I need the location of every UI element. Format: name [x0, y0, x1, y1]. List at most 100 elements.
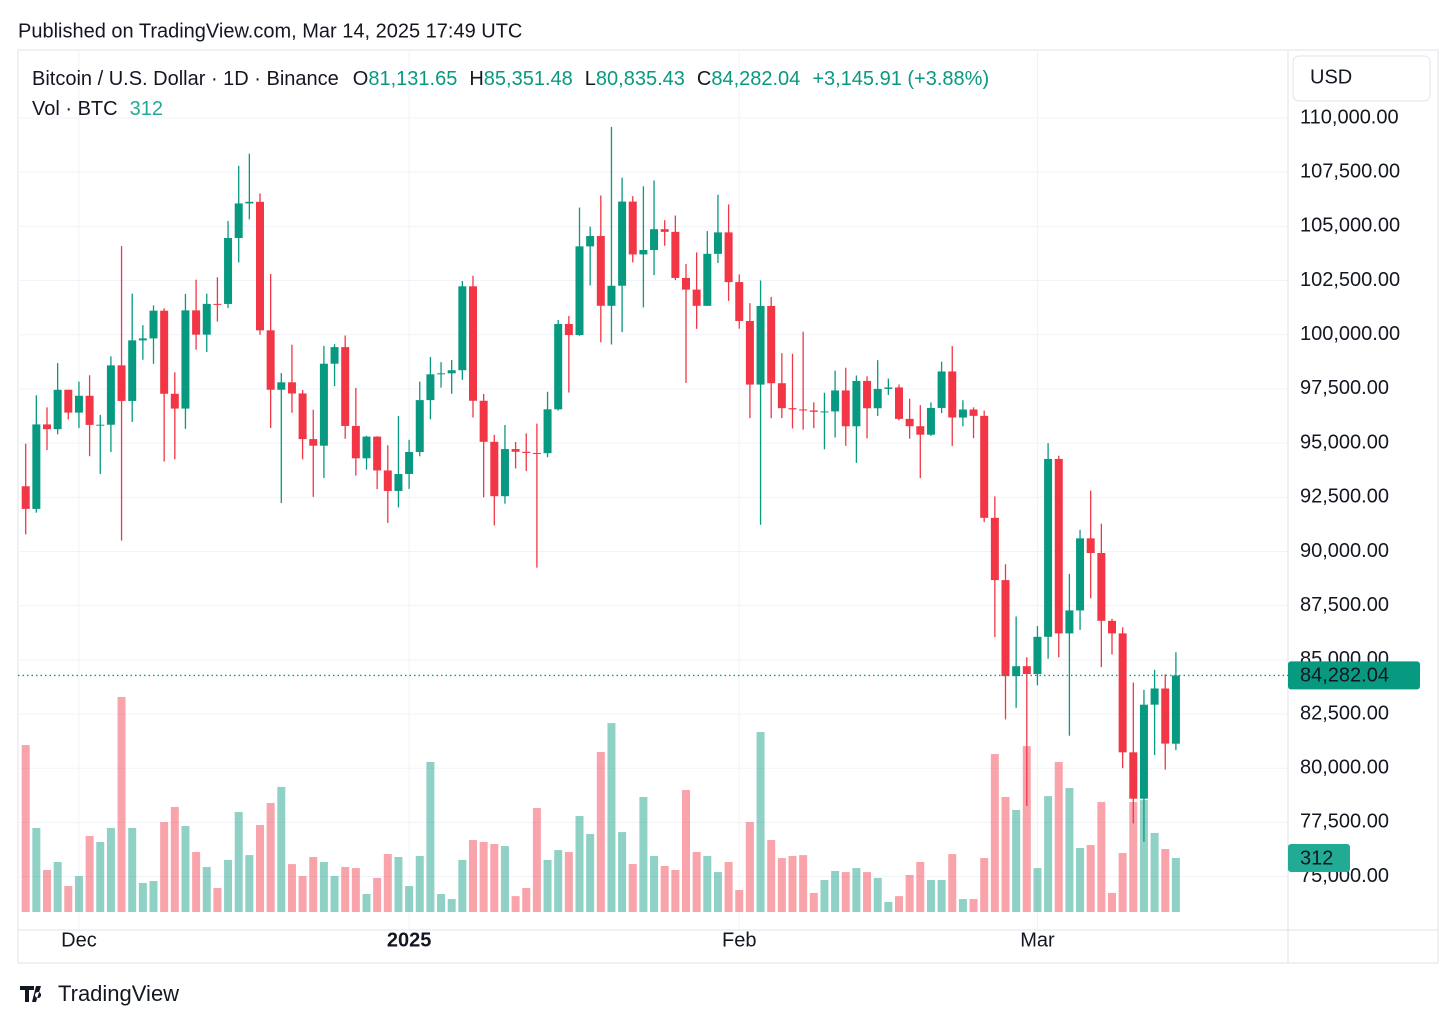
volume-bar: [426, 762, 435, 912]
volume-bar: [564, 851, 573, 912]
candle-body: [756, 305, 765, 385]
volume-bar: [618, 832, 627, 912]
candle-body: [564, 323, 573, 336]
volume-bar: [138, 882, 147, 912]
volume-tag: [1288, 844, 1350, 873]
candle-body: [990, 517, 999, 581]
volume-bar: [873, 877, 882, 912]
volume-bar: [1150, 832, 1159, 912]
last-price-label: 84,282.04: [1300, 665, 1389, 687]
candle-body: [1012, 666, 1021, 677]
volume-bar: [777, 858, 786, 912]
candle-body: [309, 439, 318, 446]
candle-body: [437, 373, 446, 375]
currency[interactable]: USD: [1310, 66, 1352, 88]
volume-bar: [128, 827, 137, 912]
candle-body: [32, 424, 41, 509]
volume-bar: [713, 872, 722, 912]
candle-body: [884, 387, 893, 389]
ohlc-key: C: [697, 68, 711, 90]
candle-body: [1065, 610, 1074, 634]
volume-bar: [85, 836, 94, 912]
volume-bar: [735, 890, 744, 912]
candle-body: [245, 201, 254, 204]
logo-icon: [20, 986, 42, 1002]
volume-bar: [437, 894, 446, 912]
candle-body: [522, 451, 531, 453]
volume-bar: [660, 865, 669, 912]
volume-bar: [937, 879, 946, 912]
currency-box[interactable]: [1292, 55, 1431, 102]
candle-body: [256, 201, 264, 331]
candle-body: [277, 382, 286, 390]
candle-body: [53, 389, 62, 430]
chart-frame: [17, 49, 1439, 964]
volume-bar: [767, 840, 776, 912]
y-tick-label: 80,000.00: [1300, 757, 1389, 779]
volume-bar: [1108, 892, 1116, 912]
candle-body: [64, 389, 73, 413]
candle-body: [713, 232, 722, 254]
volume-bar: [64, 886, 73, 912]
candle-body: [916, 426, 925, 435]
legend-header: Bitcoin / U.S. Dollar · 1D · Binance O81,…: [32, 68, 989, 90]
volume-legend: Vol · BTC 312: [32, 98, 163, 120]
candle-body: [703, 253, 712, 306]
candle-body: [1054, 458, 1063, 634]
volume-bar: [266, 803, 275, 912]
x-tick-label: 2025: [387, 929, 432, 951]
candle-body: [511, 449, 520, 452]
candle-body: [362, 436, 371, 459]
candle-body: [213, 303, 222, 305]
candle-body: [682, 277, 690, 290]
candle-body: [479, 400, 488, 442]
candle-body: [1097, 552, 1106, 621]
volume-bar: [479, 841, 488, 912]
volume-bar: [724, 862, 733, 912]
volume-bar: [554, 850, 563, 912]
volume-bar: [1022, 746, 1031, 912]
volume-bar: [362, 894, 371, 912]
candle-body: [138, 338, 147, 341]
ohlc-value: 80,835.43: [596, 68, 685, 90]
volume-bar: [245, 855, 254, 912]
candle-body: [1086, 538, 1095, 553]
volume-bar: [543, 859, 552, 912]
candle-body: [224, 238, 233, 304]
volume-bar: [703, 855, 712, 912]
candle-body: [1108, 620, 1116, 634]
candle-body: [692, 289, 701, 306]
volume-bar: [149, 881, 158, 912]
candle-body: [937, 371, 946, 408]
candle-body: [149, 310, 158, 339]
candle-body: [117, 365, 126, 401]
candle-body: [1161, 688, 1170, 744]
candle-body: [266, 330, 275, 390]
published-note: Published on TradingView.com, Mar 14, 20…: [18, 20, 522, 42]
volume-bar: [1054, 762, 1063, 912]
volume-bar: [330, 876, 339, 912]
volume-bar: [373, 877, 382, 912]
candle-body: [181, 310, 190, 409]
candle-body: [415, 400, 424, 452]
y-tick-label: 95,000.00: [1300, 431, 1389, 453]
candle-body: [202, 303, 211, 335]
candle-body: [948, 371, 957, 418]
volume-bar: [1086, 845, 1095, 912]
x-tick-label: Feb: [722, 929, 756, 951]
candle-body: [373, 436, 382, 471]
volume-bar: [958, 899, 967, 912]
volume-value: 312: [130, 98, 163, 120]
volume-bar: [43, 869, 51, 912]
volume-bar: [405, 886, 414, 912]
candle-body: [660, 229, 669, 232]
volume-bar: [117, 696, 126, 912]
candle-body: [128, 340, 137, 401]
candle-body: [618, 201, 627, 286]
candle-body: [873, 388, 882, 409]
ohlc-value: 81,131.65: [368, 68, 457, 90]
last-price-tag: [1288, 661, 1420, 690]
candle-body: [1022, 666, 1031, 674]
